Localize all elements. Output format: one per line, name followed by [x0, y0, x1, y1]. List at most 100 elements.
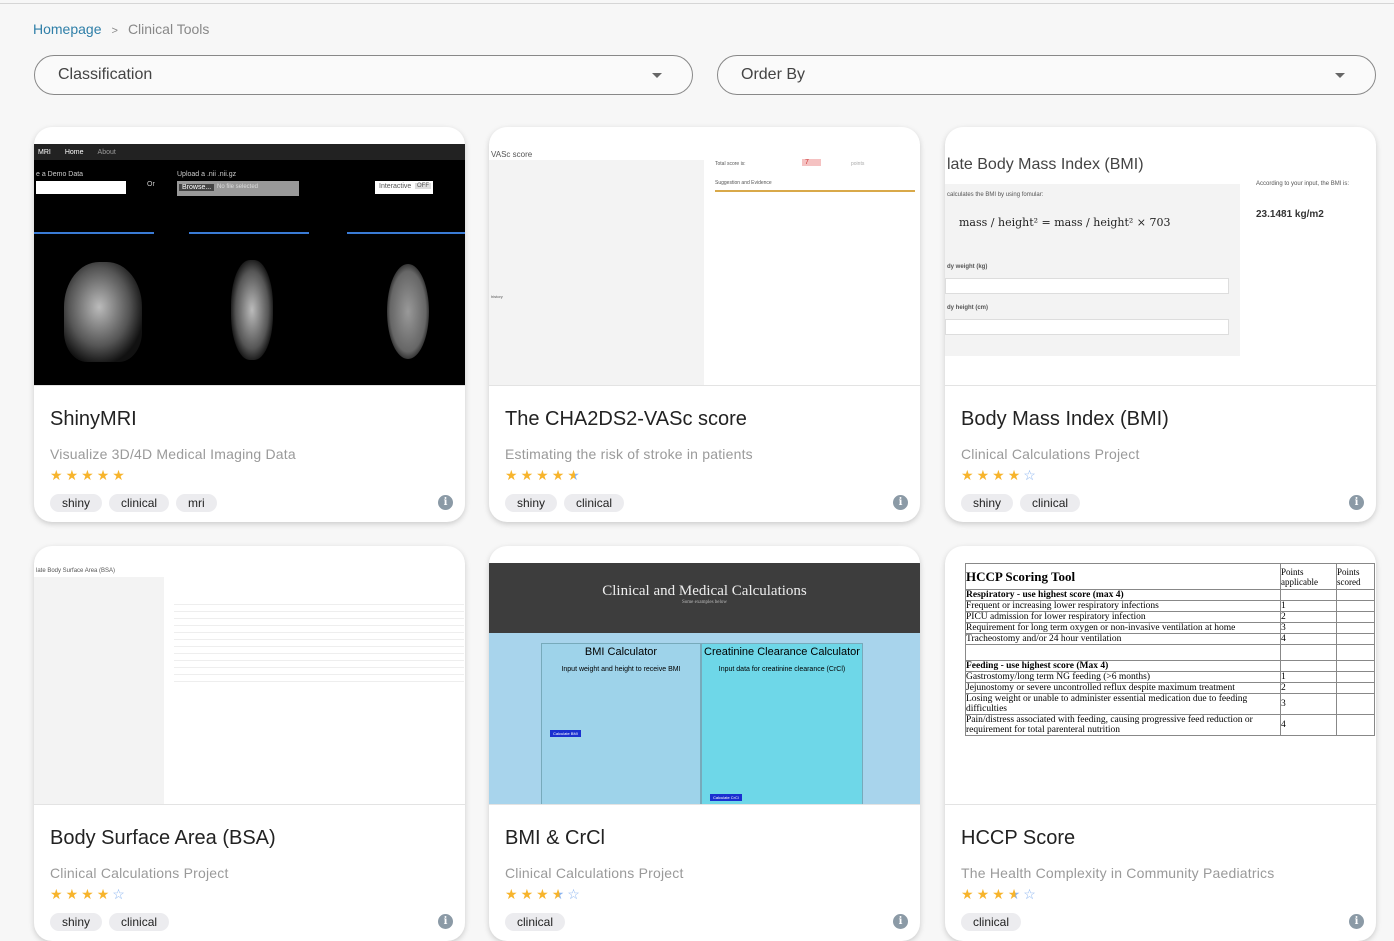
- hccp-table: HCCP Scoring Tool Points applicable Points…: [965, 563, 1375, 736]
- star-half-icon: ★: [551, 886, 568, 902]
- card-title[interactable]: Body Mass Index (BMI): [961, 408, 1169, 430]
- star-full-icon: ★: [961, 467, 977, 483]
- card-subtitle: Clinical Calculations Project: [50, 865, 229, 881]
- tag[interactable]: clinical: [109, 494, 170, 512]
- star-full-icon: ★: [976, 886, 993, 902]
- star-full-icon: ★: [112, 467, 128, 483]
- rating-stars: ★★★★☆: [961, 467, 1039, 484]
- tag[interactable]: clinical: [109, 913, 170, 931]
- tag[interactable]: mri: [176, 494, 217, 512]
- star-full-icon: ★: [992, 467, 1008, 483]
- card-subtitle: The Health Complexity in Community Paedi…: [961, 865, 1275, 881]
- card-title[interactable]: The CHA2DS2-VASc score: [505, 408, 747, 430]
- mri-coronal-image: [231, 260, 273, 360]
- tag-list: shiny clinical: [505, 494, 625, 512]
- breadcrumb-home-link[interactable]: Homepage: [33, 21, 102, 37]
- card-subtitle: Clinical Calculations Project: [505, 865, 684, 881]
- card-subtitle: Clinical Calculations Project: [961, 446, 1140, 462]
- star-empty-icon: ☆: [1023, 467, 1039, 483]
- card-title[interactable]: Body Surface Area (BSA): [50, 827, 276, 849]
- order-by-label: Order By: [741, 66, 806, 83]
- star-empty-icon: ☆: [567, 886, 583, 902]
- tool-card[interactable]: VASc score Total score is: 7 points Sugg…: [489, 127, 920, 522]
- star-full-icon: ★: [520, 467, 537, 483]
- info-icon[interactable]: i: [893, 495, 908, 510]
- tool-card[interactable]: late Body Surface Area (BSA) Body Surfac…: [34, 546, 465, 941]
- tag-list: clinical: [505, 913, 566, 931]
- tag[interactable]: shiny: [50, 494, 103, 512]
- tag[interactable]: shiny: [50, 913, 103, 931]
- thumb-heading: Clinical and Medical Calculations: [602, 583, 807, 599]
- tool-card[interactable]: HCCP Scoring Tool Points applicable Points…: [945, 546, 1376, 941]
- tag-list: clinical: [961, 913, 1022, 931]
- card-subtitle: Visualize 3D/4D Medical Imaging Data: [50, 446, 296, 462]
- star-full-icon: ★: [1007, 467, 1024, 483]
- breadcrumb-separator: >: [111, 25, 118, 37]
- star-full-icon: ★: [50, 886, 66, 902]
- tag[interactable]: clinical: [564, 494, 625, 512]
- breadcrumb-current: Clinical Tools: [127, 21, 210, 37]
- mri-sagittal-image: [64, 262, 142, 362]
- star-full-icon: ★: [551, 467, 568, 483]
- tag-list: shiny clinical: [961, 494, 1081, 512]
- tag[interactable]: clinical: [505, 913, 566, 931]
- star-full-icon: ★: [81, 467, 97, 483]
- info-icon[interactable]: i: [438, 914, 453, 929]
- star-full-icon: ★: [520, 886, 537, 902]
- star-full-icon: ★: [50, 467, 66, 483]
- card-title[interactable]: ShinyMRI: [50, 408, 137, 430]
- star-empty-icon: ☆: [112, 886, 128, 902]
- tag[interactable]: clinical: [1020, 494, 1081, 512]
- rating-stars: ★★★★★: [505, 467, 583, 484]
- tool-card[interactable]: MRI Home About e a Demo Data Or Upload a .…: [34, 127, 465, 522]
- card-thumbnail[interactable]: late Body Mass Index (BMI) calculates th…: [945, 144, 1376, 386]
- order-by-select[interactable]: Order By: [717, 55, 1376, 95]
- star-full-icon: ★: [81, 886, 97, 902]
- card-title[interactable]: HCCP Score: [961, 827, 1076, 849]
- star-half-icon: ★: [1007, 886, 1024, 902]
- top-divider: [0, 3, 1394, 4]
- rating-stars: ★★★★☆: [961, 886, 1039, 903]
- tool-card[interactable]: late Body Mass Index (BMI) calculates th…: [945, 127, 1376, 522]
- info-icon[interactable]: i: [1349, 914, 1364, 929]
- tag-list: shiny clinical mri: [50, 494, 217, 512]
- tag[interactable]: clinical: [961, 913, 1022, 931]
- rating-stars: ★★★★☆: [505, 886, 583, 903]
- star-half-icon: ★: [567, 467, 583, 483]
- tool-card[interactable]: Clinical and Medical Calculations Some e…: [489, 546, 920, 941]
- star-empty-icon: ☆: [1023, 886, 1039, 902]
- star-full-icon: ★: [976, 467, 993, 483]
- star-full-icon: ★: [96, 467, 113, 483]
- info-icon[interactable]: i: [1349, 495, 1364, 510]
- card-subtitle: Estimating the risk of stroke in patient…: [505, 446, 753, 462]
- rating-stars: ★★★★☆: [50, 886, 128, 903]
- tag-list: shiny clinical: [50, 913, 170, 931]
- info-icon[interactable]: i: [438, 495, 453, 510]
- card-thumbnail[interactable]: HCCP Scoring Tool Points applicable Points…: [945, 563, 1376, 805]
- star-full-icon: ★: [961, 886, 977, 902]
- card-thumbnail[interactable]: MRI Home About e a Demo Data Or Upload a .…: [34, 144, 465, 386]
- star-full-icon: ★: [65, 886, 82, 902]
- classification-select[interactable]: Classification: [34, 55, 693, 95]
- mri-navbar: MRI Home About: [34, 144, 465, 160]
- card-title[interactable]: BMI & CrCl: [505, 827, 605, 849]
- card-thumbnail[interactable]: VASc score Total score is: 7 points Sugg…: [489, 144, 920, 386]
- breadcrumb: Homepage > Clinical Tools: [33, 21, 209, 37]
- mri-axial-image: [387, 264, 429, 359]
- chevron-down-icon: [1335, 73, 1345, 78]
- tag[interactable]: shiny: [505, 494, 558, 512]
- chevron-down-icon: [652, 73, 662, 78]
- file-status: No file selected: [217, 184, 259, 190]
- star-full-icon: ★: [536, 886, 552, 902]
- star-full-icon: ★: [992, 886, 1008, 902]
- tag[interactable]: shiny: [961, 494, 1014, 512]
- card-thumbnail[interactable]: Clinical and Medical Calculations Some e…: [489, 563, 920, 805]
- star-full-icon: ★: [96, 886, 113, 902]
- star-full-icon: ★: [505, 886, 521, 902]
- classification-label: Classification: [58, 66, 153, 83]
- toggle-state[interactable]: OFF: [415, 183, 431, 189]
- card-thumbnail[interactable]: late Body Surface Area (BSA): [34, 563, 465, 805]
- info-icon[interactable]: i: [893, 914, 908, 929]
- star-full-icon: ★: [505, 467, 521, 483]
- star-full-icon: ★: [65, 467, 82, 483]
